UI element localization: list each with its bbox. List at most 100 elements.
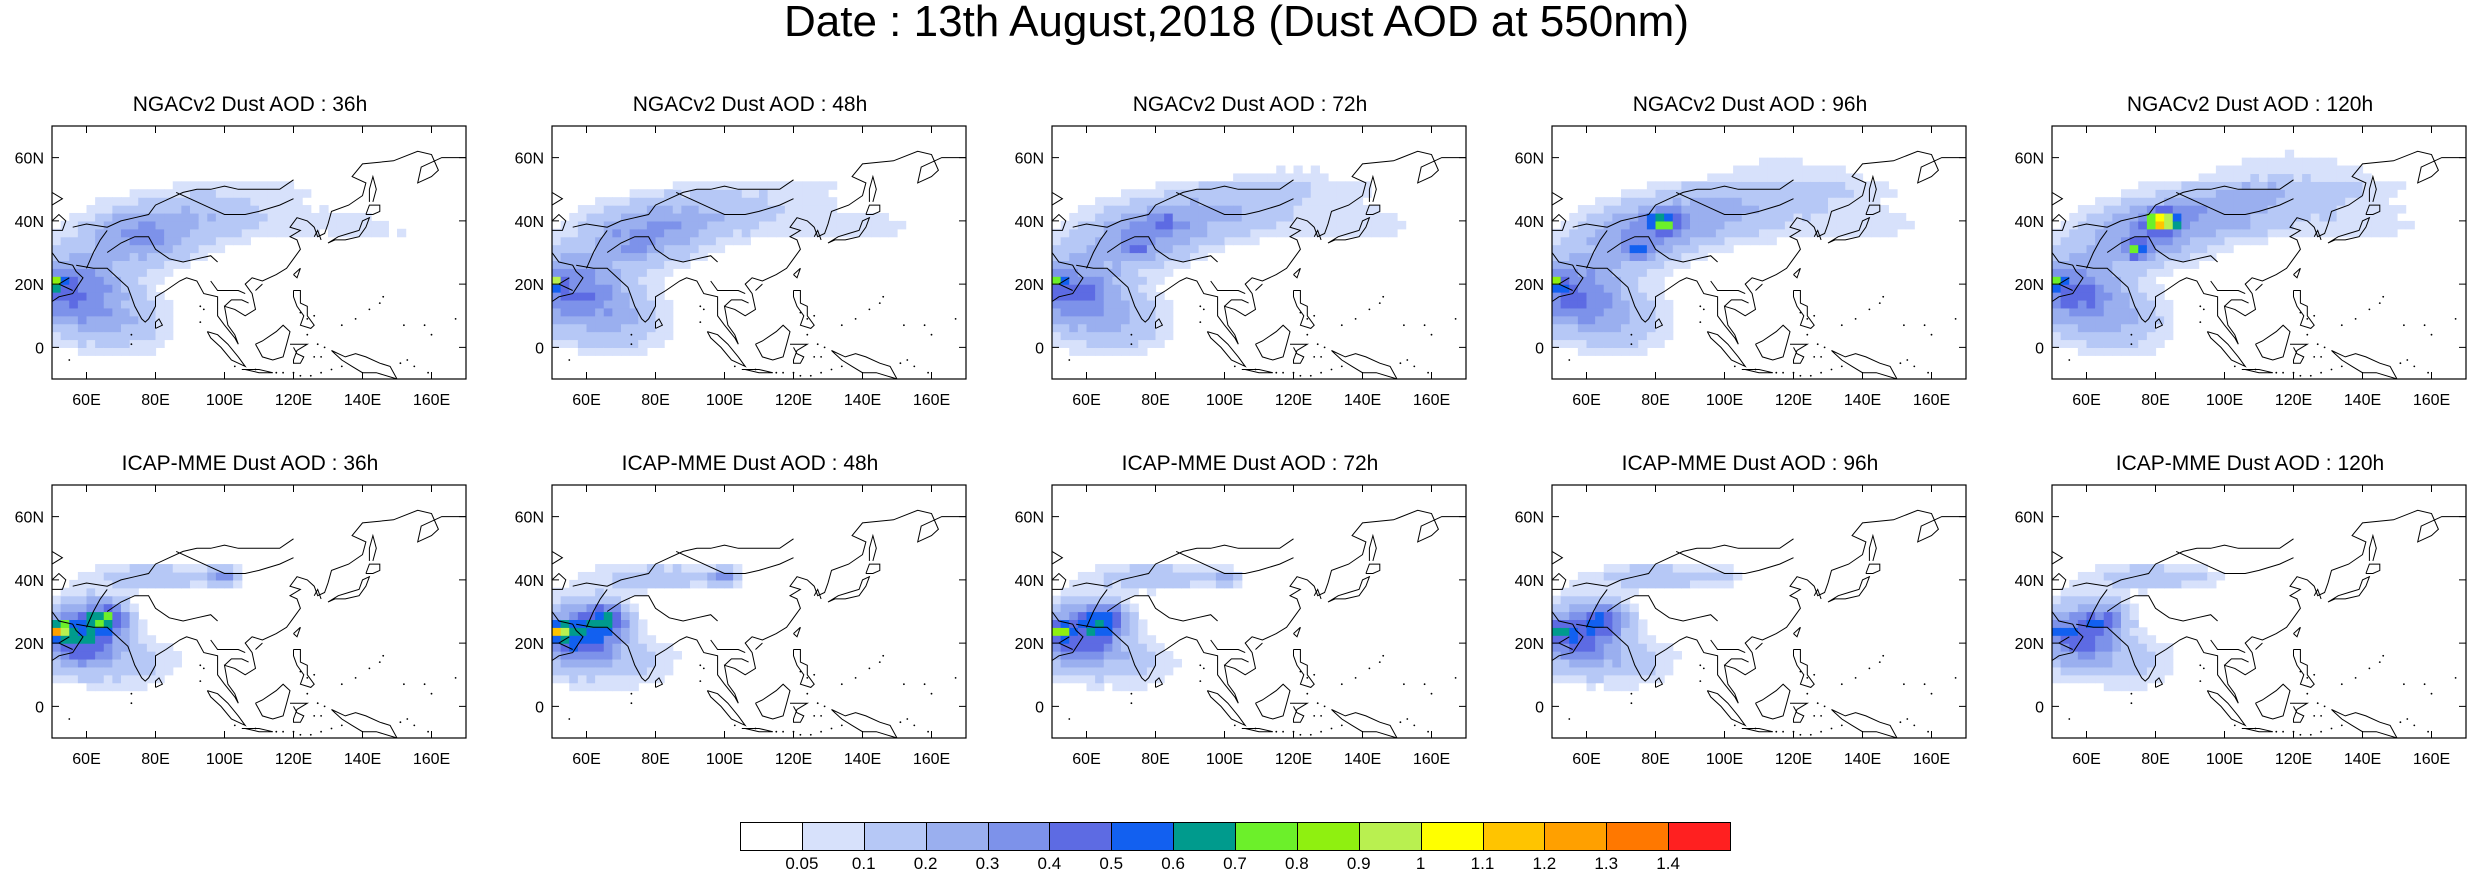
aod-cell (2121, 220, 2131, 230)
aod-cell (1190, 220, 1200, 230)
aod-cell (69, 579, 79, 589)
aod-cell (560, 292, 570, 301)
aod-cell (2077, 284, 2088, 293)
aod-cell (1371, 205, 1381, 214)
aod-cell (2146, 244, 2157, 254)
island (799, 733, 802, 736)
aod-cell (1224, 571, 1234, 581)
aod-cell (664, 252, 674, 262)
aod-cell (146, 276, 157, 285)
aod-cell (198, 220, 208, 230)
coastline (793, 626, 801, 638)
coastline (831, 350, 898, 379)
aod-cell (1164, 252, 1174, 262)
aod-cell (733, 564, 743, 573)
aod-cell (2121, 619, 2131, 628)
coastline (2086, 589, 2108, 628)
aod-cell (112, 236, 122, 246)
aod-cell (819, 212, 829, 222)
aod-cell (646, 651, 657, 660)
aod-cell (155, 666, 165, 676)
aod-cell (1267, 181, 1277, 190)
aod-cell (1362, 228, 1372, 238)
lat-tick-label: 60N (515, 510, 544, 527)
aod-cell (698, 212, 708, 222)
aod-cell (95, 611, 105, 621)
aod-cell (2146, 197, 2157, 206)
aod-cell (603, 260, 613, 269)
coastline (1790, 702, 1810, 723)
aod-cell (2397, 205, 2407, 214)
aod-cell (612, 674, 622, 684)
aod-cell (52, 643, 62, 652)
lat-tick-label: 60N (15, 151, 44, 168)
aod-cell (121, 252, 131, 262)
aod-cell (1802, 205, 1812, 214)
aod-cell (1638, 284, 1648, 293)
aod-cell (612, 579, 622, 589)
aod-cell (690, 220, 700, 230)
aod-cell (1345, 197, 1355, 206)
aod-cell (802, 212, 812, 222)
aod-cell (1621, 339, 1631, 348)
island (806, 318, 809, 320)
aod-cell (1198, 236, 1208, 246)
colorbar-label: 0.6 (1161, 854, 1185, 873)
aod-cell (2164, 323, 2174, 333)
aod-cell (1190, 236, 1200, 246)
aod-cell (681, 197, 691, 206)
aod-cell (672, 189, 682, 198)
aod-cell (552, 635, 562, 644)
aod-cell (1836, 228, 1846, 238)
map-panel-ngac-48h: NGACv2 Dust AOD : 48h 60E 80E 100E 120E 140E… (500, 92, 1000, 442)
aod-cell (2345, 189, 2355, 198)
aod-cell (1750, 165, 1760, 175)
aod-cell (1190, 579, 1200, 589)
island (378, 661, 381, 663)
coastline (106, 236, 218, 263)
aod-cell (698, 252, 708, 262)
aod-cell (1819, 165, 1829, 175)
aod-cell (1577, 603, 1588, 613)
aod-cell (250, 197, 260, 206)
island (1233, 724, 1236, 727)
aod-cell (2095, 564, 2105, 573)
coastline (1572, 538, 1794, 587)
aod-cell (629, 284, 639, 293)
island (733, 365, 736, 368)
island (403, 683, 405, 686)
aod-cell (2086, 307, 2096, 317)
aod-cell (690, 244, 700, 254)
aod-cell (1103, 658, 1113, 668)
coastline (1210, 639, 1246, 654)
aod-cell (77, 619, 88, 628)
aod-cell (793, 181, 803, 190)
aod-cell (672, 181, 682, 190)
aod-cell (129, 268, 139, 277)
aod-cell (1707, 228, 1717, 238)
aod-cell (241, 220, 251, 230)
aod-cell (1172, 252, 1182, 262)
aod-cell (1077, 299, 1088, 309)
aod-cell (1552, 611, 1562, 621)
aod-cell (569, 299, 579, 309)
aod-cell (293, 212, 303, 222)
aod-cell (1595, 307, 1605, 317)
aod-cell (1629, 307, 1639, 317)
aod-cell (681, 564, 691, 573)
island (2275, 730, 2278, 733)
aod-cell (284, 189, 295, 198)
aod-cell (1224, 212, 1234, 222)
aod-cell (621, 220, 631, 230)
aod-cell (103, 228, 113, 238)
aod-cell (2060, 611, 2070, 621)
aod-cell (1741, 212, 1751, 222)
coastline (1365, 563, 1381, 574)
lat-tick-label: 20N (1515, 277, 1544, 294)
aod-cell (681, 236, 691, 246)
aod-cell (1086, 276, 1096, 285)
aod-cell (1586, 571, 1596, 581)
coastline (76, 150, 466, 345)
aod-cell (2129, 339, 2139, 348)
coastline (1790, 343, 1810, 364)
